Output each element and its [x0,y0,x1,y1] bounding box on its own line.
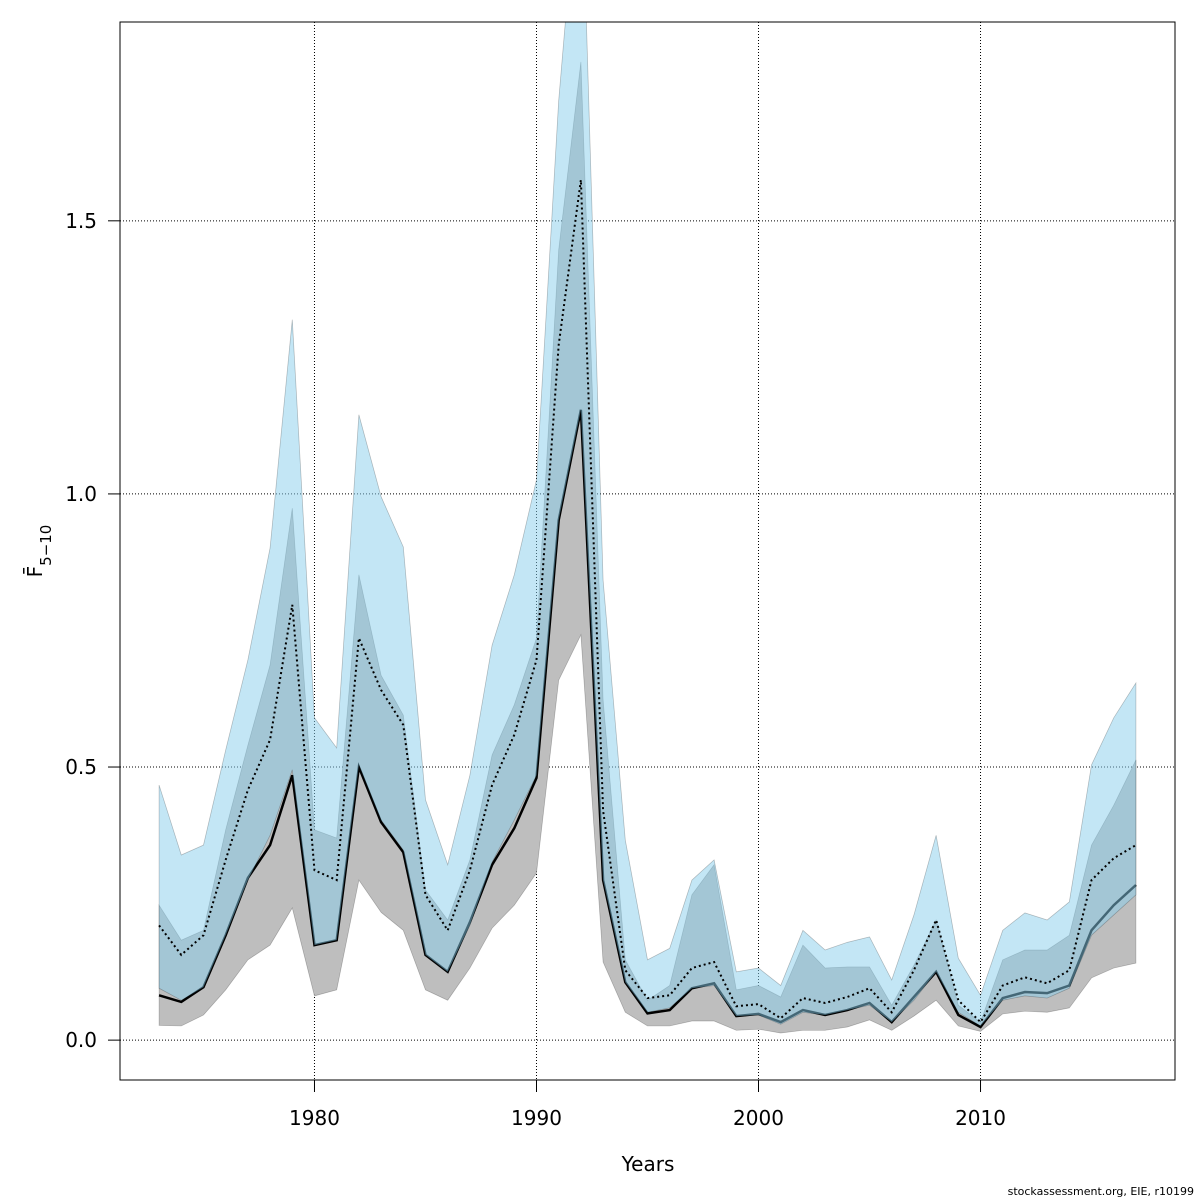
x-tick-label: 1990 [511,1106,562,1130]
y-axis-label-main: F̄ [22,566,47,578]
y-axis-label-sub: 5−10 [37,525,55,566]
estimate-line [158,179,1137,1024]
x-tick-label: 2010 [955,1106,1006,1130]
x-axis-label: Years [621,1152,675,1176]
axes-box [119,21,1176,1081]
y-axis-label: F̄5−10 [22,525,55,578]
plot-area [120,22,1175,1080]
y-tick-label: 0.5 [65,755,97,779]
y-tick-label: 1.0 [65,482,97,506]
confidence-band [158,61,1137,1034]
y-tick-label: 1.5 [65,209,97,233]
footer-note: stockassessment.org, EIE, r10199 [1008,1185,1194,1198]
x-tick-label: 2000 [733,1106,784,1130]
x-tick-label: 1980 [289,1106,340,1130]
confidence-band [158,22,1137,1027]
y-tick-label: 0.0 [65,1028,97,1052]
